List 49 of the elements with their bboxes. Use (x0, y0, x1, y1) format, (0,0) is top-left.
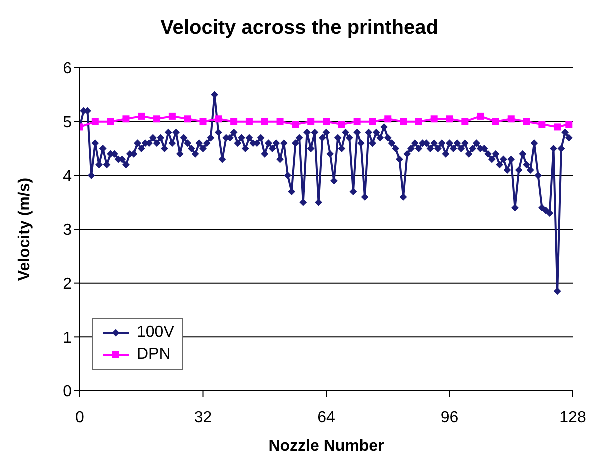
x-tick-label: 128 (560, 409, 586, 426)
point (154, 116, 161, 123)
point (446, 116, 454, 123)
point (184, 116, 192, 123)
point (566, 121, 573, 128)
point (430, 116, 438, 123)
point (462, 118, 469, 126)
point (92, 118, 99, 126)
y-axis-title: Velocity (m/s) (16, 178, 34, 282)
point (492, 118, 500, 126)
point (508, 116, 515, 123)
y-tick-label: 2 (63, 276, 72, 294)
y-tick-label: 6 (63, 60, 72, 78)
point (230, 118, 238, 126)
x-tick-label: 32 (194, 409, 212, 426)
point (400, 118, 408, 126)
point (168, 112, 176, 120)
y-tick-label: 1 (63, 330, 72, 347)
point (246, 118, 253, 126)
point (276, 118, 284, 126)
point (354, 118, 361, 126)
x-tick-label: 64 (318, 409, 336, 426)
y-tick-label: 0 (63, 384, 72, 401)
point (523, 118, 530, 126)
y-tick-label: 5 (63, 114, 72, 132)
point (138, 112, 146, 120)
y-tick-label: 4 (63, 168, 72, 186)
point (215, 116, 222, 123)
y-tick-label: 3 (63, 222, 72, 240)
legend-label: DPN (137, 346, 171, 364)
x-tick-label: 0 (76, 409, 85, 426)
point (384, 116, 392, 123)
point (554, 124, 562, 131)
point (477, 112, 484, 120)
point (369, 118, 376, 126)
x-axis-title: Nozzle Number (268, 438, 384, 455)
x-tick-label: 96 (440, 409, 459, 426)
point (323, 118, 330, 126)
point (107, 118, 114, 126)
point (538, 121, 546, 128)
point (292, 121, 300, 128)
point (308, 118, 315, 126)
point (200, 118, 207, 126)
legend-label: 100V (137, 324, 174, 342)
point (261, 118, 268, 126)
point (122, 116, 130, 123)
point (415, 118, 422, 126)
point (338, 121, 346, 128)
chart-title: Velocity across the printhead (160, 16, 440, 41)
